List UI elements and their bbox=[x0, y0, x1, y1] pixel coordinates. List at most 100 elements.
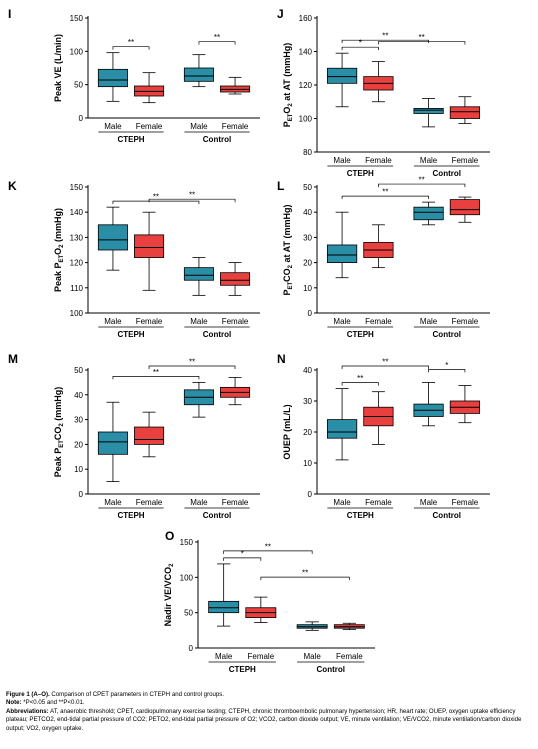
y-tick-label: 50 bbox=[74, 81, 83, 90]
y-tick-label: 0 bbox=[79, 490, 84, 499]
significance-label: ** bbox=[265, 542, 271, 551]
y-axis-title: Nadir VE/VCO2 bbox=[163, 563, 175, 627]
chart-n: N 0 10 20 30 40 OUEP (mL/L) Male Female Male Femal… bbox=[277, 352, 490, 520]
group-label: Control bbox=[317, 665, 345, 674]
bracket-line bbox=[378, 41, 466, 45]
caption-abbreviations-label: Abbreviations: bbox=[6, 707, 49, 715]
y-tick-label: 100 bbox=[180, 573, 194, 582]
significance-bracket: * bbox=[341, 39, 379, 51]
chart-j: J 80 100 120 140 160 PETO2 at AT (mmHg) Male Fem… bbox=[277, 7, 490, 178]
box-iqr bbox=[220, 272, 251, 286]
y-tick-label: 0 bbox=[308, 490, 313, 499]
box-cteph-female bbox=[134, 411, 165, 458]
significance-label: ** bbox=[302, 569, 308, 578]
bracket-line bbox=[112, 46, 150, 50]
x-tick-label: Female bbox=[365, 498, 392, 507]
chart-i: I 0 50 100 150 Peak VE (L/min) Male Female Male F… bbox=[8, 7, 260, 144]
panel-label: J bbox=[277, 7, 284, 21]
y-tick-label: 0 bbox=[308, 309, 313, 318]
box-control-male bbox=[183, 54, 214, 88]
significance-label: * bbox=[445, 361, 448, 370]
box-cteph-female bbox=[363, 61, 394, 103]
caption-title: Figure 1 (A–O). bbox=[6, 691, 50, 698]
x-tick-label: Female bbox=[247, 652, 274, 661]
panel-label: N bbox=[277, 352, 286, 366]
y-tick-label: 10 bbox=[303, 459, 312, 468]
y-tick-label: 10 bbox=[74, 465, 83, 474]
x-tick-label: Male bbox=[190, 498, 208, 507]
box-iqr bbox=[449, 199, 481, 216]
y-tick-label: 130 bbox=[70, 233, 84, 242]
box-cteph-male bbox=[326, 211, 358, 279]
x-tick-label: Male bbox=[420, 498, 438, 507]
x-tick-label: Male bbox=[190, 317, 208, 326]
box-control-male bbox=[413, 381, 444, 427]
y-tick-label: 100 bbox=[299, 115, 313, 124]
bracket-line bbox=[148, 198, 236, 203]
bracket-line bbox=[341, 195, 429, 200]
bracket-line bbox=[148, 365, 236, 369]
group-label: Control bbox=[433, 330, 461, 339]
significance-label: ** bbox=[382, 188, 388, 197]
y-tick-label: 20 bbox=[303, 259, 312, 268]
significance-label: ** bbox=[357, 374, 363, 383]
bracket-line bbox=[112, 376, 200, 380]
bracket-line bbox=[341, 46, 379, 51]
box-control-male bbox=[183, 381, 214, 418]
box-iqr bbox=[326, 67, 358, 84]
group-label: CTEPH bbox=[347, 169, 374, 178]
box-cteph-male bbox=[97, 206, 128, 271]
group-label: CTEPH bbox=[347, 511, 374, 520]
box-control-male bbox=[413, 98, 444, 128]
y-tick-label: 20 bbox=[303, 428, 312, 437]
x-tick-label: Male bbox=[215, 652, 233, 661]
caption-note-label: Note: bbox=[6, 699, 22, 707]
y-tick-label: 20 bbox=[74, 440, 83, 449]
y-axis-title: Peak VE (L/min) bbox=[53, 34, 63, 102]
panel-label: M bbox=[8, 352, 18, 366]
x-tick-label: Male bbox=[303, 652, 321, 661]
bracket-line bbox=[341, 382, 379, 386]
significance-label: ** bbox=[153, 368, 159, 377]
group-label: Control bbox=[203, 511, 231, 520]
group-label: Control bbox=[203, 135, 231, 144]
box-cteph-male bbox=[326, 388, 358, 461]
significance-label: ** bbox=[382, 358, 388, 367]
group-label: CTEPH bbox=[117, 511, 144, 520]
x-tick-label: Female bbox=[136, 498, 163, 507]
y-tick-label: 0 bbox=[189, 644, 194, 653]
chart-m: M 0 10 20 30 40 50 Peak PETCO2 (mmHg) Male Female… bbox=[8, 352, 260, 520]
significance-label: ** bbox=[189, 358, 195, 367]
box-iqr bbox=[183, 267, 214, 281]
y-tick-label: 50 bbox=[74, 366, 83, 375]
significance-bracket: ** bbox=[112, 38, 150, 50]
significance-label: ** bbox=[128, 38, 134, 47]
x-tick-label: Female bbox=[136, 122, 163, 131]
box-cteph-male bbox=[97, 401, 128, 483]
y-tick-label: 140 bbox=[70, 208, 84, 217]
group-label: Control bbox=[433, 511, 461, 520]
y-tick-label: 140 bbox=[299, 48, 313, 57]
x-tick-label: Female bbox=[365, 317, 392, 326]
box-cteph-female bbox=[134, 211, 165, 291]
y-tick-label: 40 bbox=[303, 208, 312, 217]
y-tick-label: 150 bbox=[180, 538, 194, 547]
significance-bracket: ** bbox=[112, 193, 200, 205]
y-tick-label: 30 bbox=[303, 397, 312, 406]
significance-bracket: ** bbox=[341, 374, 379, 386]
panel-label: K bbox=[8, 179, 17, 193]
y-axis-title: PETCO2 at AT (mmHg) bbox=[282, 204, 294, 295]
x-tick-label: Female bbox=[222, 122, 249, 131]
box-cteph-male bbox=[208, 563, 240, 627]
significance-bracket: ** bbox=[148, 358, 236, 369]
bracket-line bbox=[198, 41, 236, 45]
significance-bracket: ** bbox=[378, 33, 466, 45]
bracket-line bbox=[428, 369, 466, 373]
caption-note-text: *P<0.05 and **P<0.01. bbox=[21, 699, 85, 707]
x-tick-label: Female bbox=[222, 317, 249, 326]
box-iqr bbox=[326, 244, 358, 264]
x-tick-label: Female bbox=[452, 317, 479, 326]
significance-label: ** bbox=[214, 33, 220, 42]
box-control-female bbox=[220, 377, 251, 406]
